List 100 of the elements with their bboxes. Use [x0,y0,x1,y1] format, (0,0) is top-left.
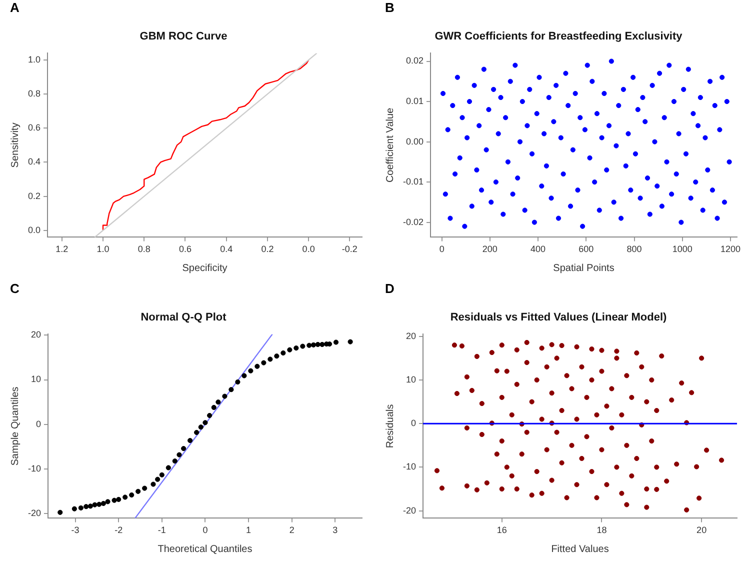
x-tick-label: 0.6 [178,244,192,254]
x-tick-label: 2 [289,525,294,536]
point [96,502,102,507]
y-tick-label: -0.02 [403,216,424,227]
point [112,498,117,503]
x-tick-label: 0.4 [220,244,233,254]
x-tick-label: 800 [626,244,642,254]
text: C [10,281,20,296]
point [333,340,339,345]
x-axis-title: Fitted Values [551,544,609,555]
y-axis-title: Sample Quantiles [10,386,21,466]
y-tick-label: 0 [36,418,42,429]
x-tick-label: -2 [114,525,123,536]
x-axis-title: Theoretical Quantiles [158,544,252,555]
point [216,400,221,405]
x-tick-label: -1 [158,525,166,536]
x-tick-label: 1000 [672,244,692,254]
y-tick-label: 0.8 [28,88,41,99]
point [306,342,312,348]
x-tick-label: 1.0 [96,244,110,254]
point [84,504,89,510]
point [248,368,254,374]
x-tick-label: 0.8 [138,244,150,254]
point [202,420,208,426]
point [122,494,128,500]
point [129,492,134,498]
chart-title: GBM ROC Curve [140,30,228,43]
x-axis-title: Specificity [182,262,228,274]
text: D [385,281,394,296]
x-tick-label: 0 [202,525,208,536]
point [142,486,148,491]
point [105,499,110,504]
y-tick-label: 1.0 [28,54,41,64]
y-tick-label: 0.4 [28,156,41,167]
point [254,364,260,369]
point [155,476,160,482]
point [136,488,141,494]
point [166,465,171,470]
x-tick-label: 400 [530,244,546,254]
y-axis-title: Coefficient Value [384,107,396,183]
point [207,412,212,418]
point [211,404,216,410]
x-tick-label: 1 [246,525,252,536]
point [198,424,204,430]
x-tick-label: 600 [578,244,594,254]
y-tick-label: 20 [406,330,416,341]
point [88,504,93,509]
point [235,379,240,385]
x-tick-label: -0.2 [342,244,358,254]
chart-title: Normal Q-Q Plot [140,312,227,324]
point [320,342,325,348]
point [300,344,306,349]
y-tick-label: 0.02 [406,56,424,66]
point [348,339,353,344]
y-tick-label: 0.6 [28,122,41,133]
y-tick-label: 20 [30,330,42,340]
y-tick-label: 10 [406,374,416,384]
point [176,452,182,458]
y-tick-label: 0.00 [406,136,424,146]
chart-title: Residuals vs Fitted Values (Linear Model) [450,312,668,324]
x-tick-label: -3 [71,525,80,536]
x-tick-label: 1200 [720,244,741,254]
point [116,496,122,502]
point [310,342,316,348]
point [280,350,286,356]
point [294,345,299,351]
point [78,505,84,510]
point [92,502,98,508]
y-tick-label: -0.01 [403,176,424,187]
point [172,458,178,464]
x-tick-label: 1.2 [56,244,68,254]
point [261,360,266,366]
x-tick-label: 3 [332,525,338,536]
point [228,387,234,392]
x-tick-label: 18 [596,525,607,536]
x-tick-label: 0.2 [261,244,274,254]
x-axis-title: Spatial Points [553,262,614,274]
point [268,356,273,362]
y-axis-title: Residuals [384,404,396,448]
y-axis-title: Sensitivity [10,122,21,168]
y-tick-label: 10 [30,374,42,384]
y-tick-label: -10 [28,464,42,474]
x-tick-label: 20 [696,525,707,536]
point [315,342,320,348]
text: A [10,0,20,15]
y-tick-label: -20 [402,505,416,516]
point [242,373,247,378]
point [100,500,106,506]
y-tick-label: -20 [28,508,42,518]
point [188,438,193,444]
point [287,347,292,352]
y-tick-label: 0.0 [28,224,41,235]
text: B [385,0,394,15]
point [150,482,156,487]
point [274,354,280,359]
y-tick-label: 0.2 [28,190,41,201]
point [222,394,228,399]
point [194,430,200,436]
point [72,506,77,512]
point [58,510,63,515]
